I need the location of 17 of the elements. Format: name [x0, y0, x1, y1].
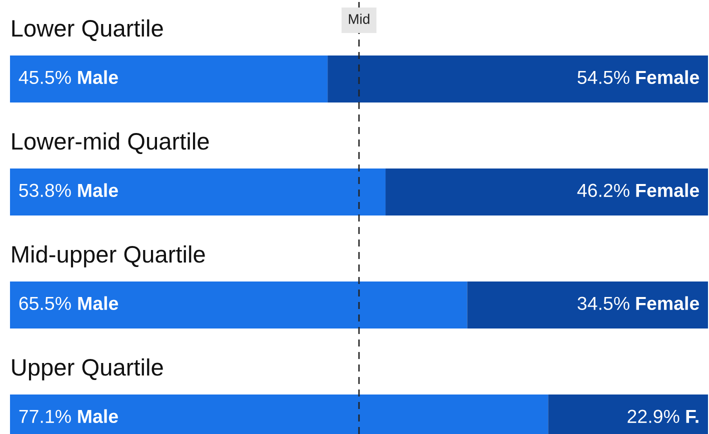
data-label: 45.5% Male [18, 70, 118, 84]
bar [10, 56, 328, 102]
data-label: 65.5% Male [19, 296, 118, 310]
data-label: 53.8% Male [19, 183, 118, 198]
ref-line-label: Mid [348, 14, 370, 24]
bar [10, 168, 386, 216]
data-label: 46.2% Female [577, 183, 699, 198]
data-label: 22.9% F. [628, 410, 698, 424]
bar [386, 168, 708, 216]
data-label: 34.5% Female [578, 296, 699, 310]
data-label: 54.5% Female [578, 70, 699, 84]
y-tick-label: Upper Quartile [12, 358, 163, 380]
data-label: 77.1% Male [19, 409, 118, 424]
bar [328, 56, 708, 102]
y-tick-label: Mid-upper Quartile [12, 245, 205, 268]
y-tick-label: Lower Quartile [12, 19, 163, 41]
y-tick-label: Lower-mid Quartile [12, 132, 209, 154]
